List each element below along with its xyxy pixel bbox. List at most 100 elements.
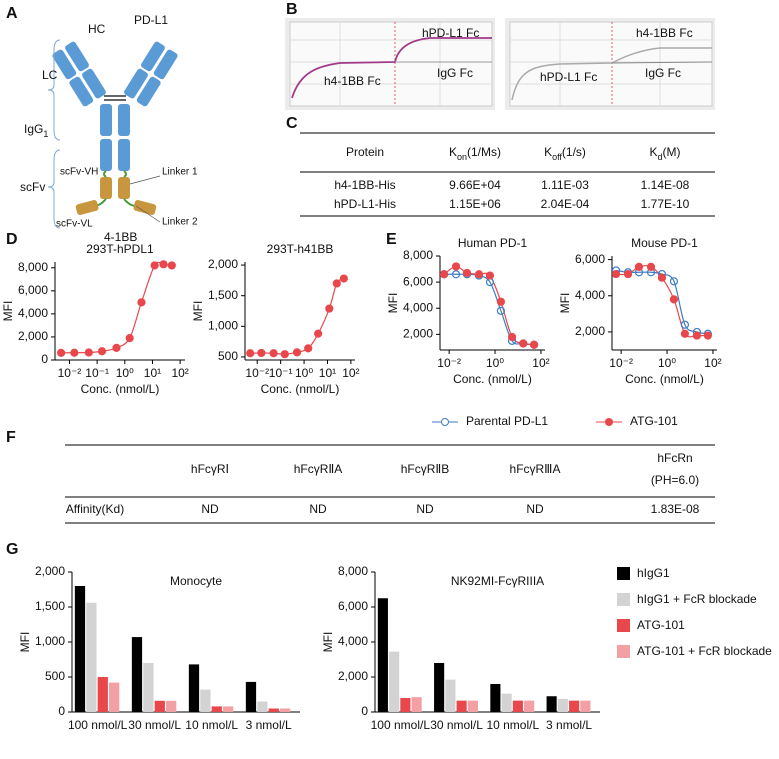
y-tick-label: 2,000 (575, 324, 605, 338)
table-cell: ND (309, 502, 327, 516)
legend-label: hIgG1 + FcR blockade (637, 592, 757, 606)
right-fab (124, 41, 178, 107)
legend-label: Parental PD-L1 (466, 414, 548, 428)
header-unit: (M) (663, 145, 681, 159)
data-point (519, 339, 528, 348)
label-linker1: Linker 1 (162, 167, 198, 178)
x-axis-label: Conc. (nmol/L) (453, 372, 532, 386)
legend-label: ATG-101 (637, 618, 685, 632)
panel-label: D (6, 231, 18, 248)
y-tick-label: 0 (41, 352, 48, 366)
table-cell: ND (416, 502, 434, 516)
x-tick-label: 10⁰ (295, 366, 313, 380)
y-tick-label: 500 (218, 349, 238, 363)
data-point (692, 331, 702, 340)
y-tick-label: 4,000 (338, 634, 368, 648)
table-cell: 1.83E-08 (651, 502, 700, 516)
panel-label: E (386, 231, 397, 248)
bar (434, 663, 445, 712)
table-header: Kon(1/Ms) (449, 145, 501, 162)
panel-label: F (6, 429, 16, 446)
header-main: K (649, 145, 657, 159)
y-tick-label: 4,000 (18, 306, 48, 320)
y-tick-label: 4,000 (575, 288, 605, 302)
data-point (623, 269, 633, 279)
data-point (292, 348, 302, 357)
data-point (669, 295, 679, 304)
y-tick-label: 1,000 (35, 634, 65, 648)
table-cell: 9.66E+04 (449, 178, 501, 192)
data-point (657, 273, 667, 282)
data-point (325, 304, 334, 313)
data-point (70, 348, 79, 357)
legend-marker (605, 418, 613, 426)
x-tick-label: 10² (171, 366, 188, 380)
y-tick-label: 1,000 (208, 318, 238, 332)
y-tick-label: 8,000 (338, 564, 368, 578)
data-point (97, 347, 107, 356)
x-tick-label: 10² (704, 356, 721, 370)
data-point (257, 348, 266, 358)
igg-main: IgG (24, 122, 43, 136)
x-tick-label: 10² (532, 356, 549, 370)
bar (467, 700, 478, 712)
hinge (104, 95, 126, 101)
y-tick-label: 8,000 (403, 248, 433, 262)
data-point (112, 343, 121, 352)
bar (86, 602, 97, 712)
y-tick-label: 2,000 (35, 564, 65, 578)
bar (245, 681, 257, 712)
x-axis-label: Conc. (nmol/L) (261, 382, 340, 396)
chart-title: NK92MI-FcγRIIIA (451, 574, 544, 588)
y-axis-label: MFI (1, 301, 15, 322)
chart-title: Monocyte (170, 574, 222, 588)
header-sub: off (552, 152, 562, 162)
table-header: hFcγRⅡA (294, 462, 343, 476)
bar (524, 700, 535, 712)
panel-label: A (6, 5, 18, 22)
table-cell: 1.14E-08 (641, 178, 690, 192)
bar (188, 664, 200, 712)
y-tick-label: 1,500 (35, 599, 65, 613)
data-point (646, 262, 656, 271)
label-scfv-vh: scFv-VH (60, 167, 98, 178)
bar (569, 700, 580, 712)
chart-title: 293T-h41BB (267, 242, 334, 256)
data-point (439, 270, 449, 279)
data-point (496, 297, 506, 306)
data-point (150, 261, 159, 270)
data-point (611, 269, 621, 279)
x-tick-label: 100 nmol/L (68, 718, 128, 732)
y-tick-label: 6,000 (575, 252, 605, 266)
data-point (474, 270, 484, 279)
bar (211, 706, 222, 712)
x-tick-label: 10⁰ (116, 366, 134, 380)
table-header: (PH=6.0) (651, 473, 699, 487)
label-linker2: Linker 2 (162, 217, 198, 228)
sensorgram-label: h4-1BB Fc (636, 26, 693, 40)
y-axis-label: MFI (191, 301, 205, 322)
bar (377, 598, 388, 712)
label-igg: IgG1 (24, 122, 48, 139)
table-c-rules (300, 132, 715, 217)
data-point (159, 260, 168, 269)
table-cell: 2.04E-04 (541, 197, 590, 211)
legend-swatch (617, 619, 630, 632)
table-f-rules (65, 444, 715, 524)
legend-swatch (617, 567, 630, 580)
table-header: Protein (346, 145, 384, 159)
sensorgram-label: hPD-L1 Fc (540, 70, 597, 84)
x-tick-label: 10⁻² (609, 356, 633, 370)
panel-label: G (6, 541, 18, 558)
x-tick-label: 10 nmol/L (486, 718, 539, 732)
bar (143, 663, 154, 712)
left-fab (52, 41, 106, 107)
x-tick-label: 10 nmol/L (185, 718, 238, 732)
data-point (451, 262, 461, 271)
data-point (314, 329, 323, 338)
bar (223, 706, 234, 712)
bar (580, 700, 591, 712)
x-tick-label: 10¹ (144, 366, 161, 380)
bar (557, 698, 568, 712)
